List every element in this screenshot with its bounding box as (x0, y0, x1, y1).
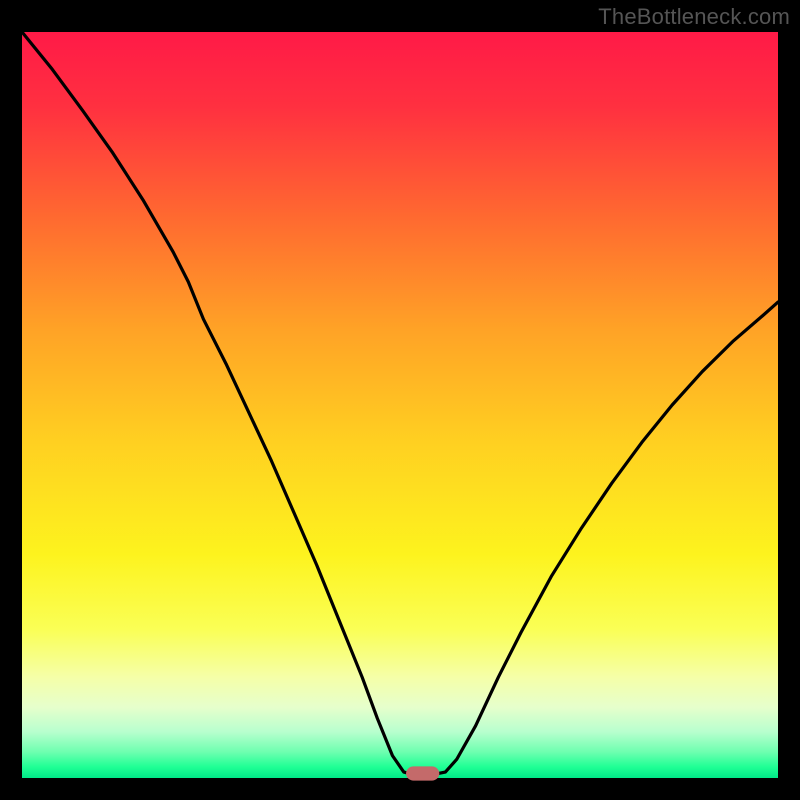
bottleneck-curve-chart (0, 0, 800, 800)
plot-background (22, 32, 778, 778)
chart-stage: TheBottleneck.com (0, 0, 800, 800)
watermark-text: TheBottleneck.com (598, 4, 790, 30)
optimal-point-marker (406, 766, 439, 780)
